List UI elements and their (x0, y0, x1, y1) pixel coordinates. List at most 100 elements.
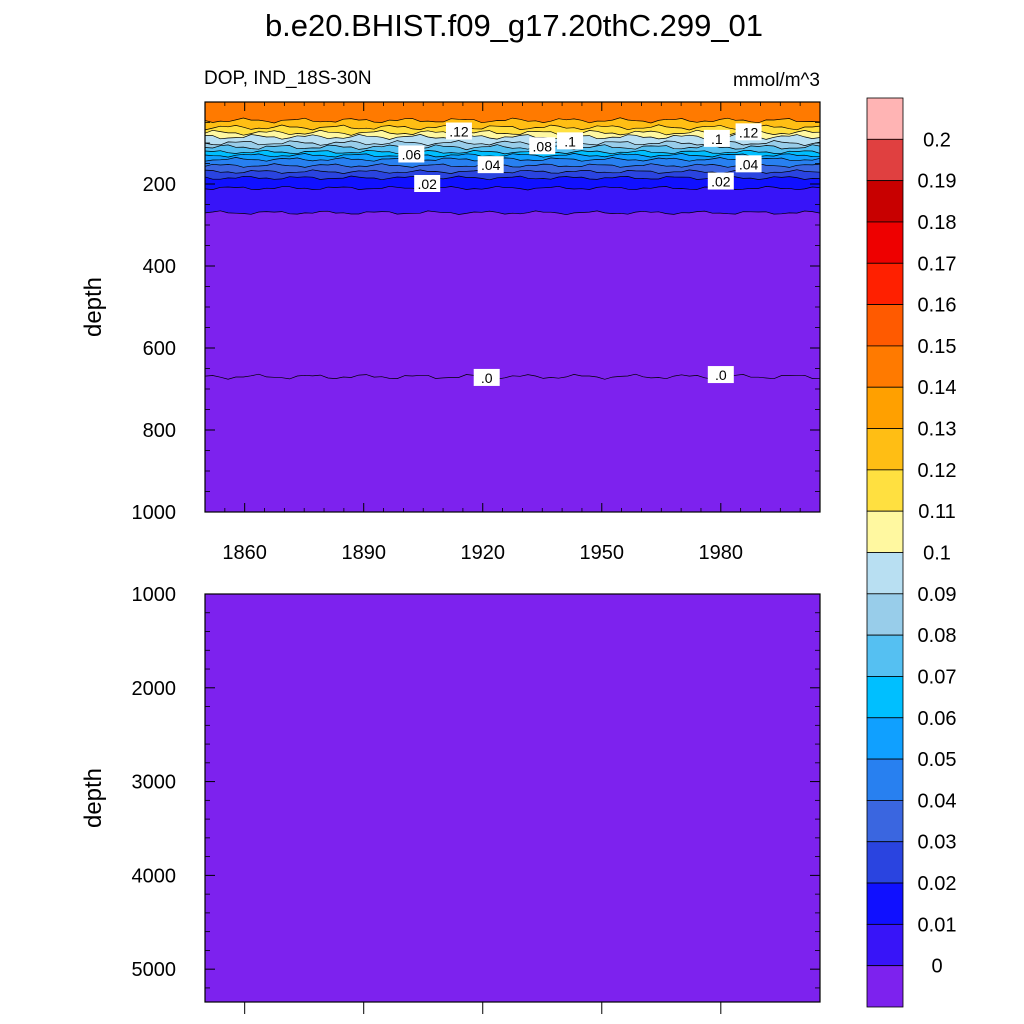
contour-label: .04 (739, 156, 759, 172)
colorbar-label: 0.05 (918, 749, 957, 771)
contour-line (205, 210, 820, 216)
colorbar-swatch (866, 138, 904, 182)
colorbar-label: 0.06 (918, 708, 957, 730)
colorbar-label: 0.14 (918, 377, 957, 399)
contour-line (205, 124, 820, 131)
y-tick-label: 3000 (132, 772, 177, 794)
lower-ticks: 1000 2000 3000 4000 5000 (132, 584, 820, 989)
colorbar-label: 0.17 (918, 253, 957, 275)
contour-line (205, 117, 820, 124)
contour-label: .1 (711, 131, 723, 147)
y-tick-label: 4000 (132, 865, 177, 887)
colorbar-swatch (866, 841, 904, 884)
colorbar-label: 0.1 (923, 543, 951, 565)
contour-layer-15 (205, 374, 820, 512)
upper-contour-labels: .12 .1 .08 .06 .04 .02 .12 .1 .04 .02 .0 .0 (398, 122, 762, 386)
colorbar-label: 0.2 (923, 129, 951, 151)
x-tick-label: 1980 (699, 542, 744, 564)
lower-plot-frame (204, 593, 821, 1003)
contour-line (205, 153, 820, 158)
colorbar-label: 0.19 (918, 171, 957, 193)
y-tick-label: 5000 (132, 959, 177, 981)
colorbar-swatch (866, 221, 904, 264)
upper-y-axis-label: depth (80, 277, 107, 337)
colorbar-swatch (866, 800, 904, 843)
colorbar-swatch (866, 97, 904, 140)
colorbar-label: 0.01 (918, 914, 957, 936)
figure-title: b.e20.BHIST.f09_g17.20thC.299_01 (265, 8, 763, 43)
colorbar-label: 0.07 (918, 666, 957, 688)
colorbar-swatch (866, 965, 904, 1008)
contour-label-box (703, 129, 730, 147)
lower-contour-fill (205, 594, 820, 1002)
contour-label-box (445, 122, 472, 140)
colorbar-label: 0.18 (918, 212, 957, 234)
contour-label-box (398, 145, 425, 163)
x-tick-label: 1950 (580, 542, 625, 564)
contour-line (205, 149, 820, 155)
contour-label-box (473, 368, 500, 386)
contour-label: .02 (417, 176, 437, 192)
contour-label: .1 (564, 133, 576, 149)
colorbar-swatch (866, 180, 904, 223)
contour-label-box (477, 156, 504, 174)
contour-label-box (735, 123, 762, 141)
contour-label: .12 (739, 124, 759, 140)
contour-label-box (707, 366, 734, 384)
contour-label-box (414, 175, 441, 192)
colorbar-label: 0.03 (918, 832, 957, 854)
x-tick-label: 1920 (460, 542, 505, 564)
colorbar-label: 0.04 (918, 790, 957, 812)
colorbar: 0.2 0.19 0.18 0.17 0.16 0.15 0.14 0.13 0.12 0.11 0… (866, 97, 957, 1008)
x-tick-label: 1860 (222, 542, 267, 564)
colorbar-swatch (866, 304, 904, 347)
colorbar-label: 0.02 (918, 873, 957, 895)
colorbar-swatch (866, 758, 904, 801)
contour-label-box (557, 132, 584, 150)
colorbar-swatch (866, 676, 904, 719)
lower-y-axis-label: depth (80, 768, 107, 828)
colorbar-swatch (866, 593, 904, 636)
colorbar-label: 0.15 (918, 336, 957, 358)
contour-label-box (707, 172, 734, 190)
colorbar-swatch (866, 923, 904, 967)
upper-ticks: 1860 1890 1920 1950 1980 200 400 600 800 1000 (132, 102, 820, 1014)
colorbar-swatch (866, 882, 904, 925)
y-tick-label: 1000 (132, 502, 177, 524)
variable-label: DOP, IND_18S-30N (204, 68, 372, 89)
colorbar-swatch (866, 345, 904, 388)
colorbar-swatch (866, 634, 904, 677)
upper-contour-fills (205, 102, 820, 512)
contour-label: .0 (481, 370, 493, 386)
x-tick-label: 1890 (341, 542, 386, 564)
colorbar-label: 0.13 (918, 419, 957, 441)
colorbar-label: 0.11 (918, 501, 955, 523)
contour-label-box (529, 137, 556, 155)
y-tick-label: 800 (143, 420, 176, 442)
y-tick-label: 200 (143, 174, 176, 196)
contour-label-box (735, 155, 762, 173)
contour-line (205, 157, 820, 162)
colorbar-swatch (866, 469, 904, 512)
y-tick-label: 600 (143, 338, 176, 360)
colorbar-swatch (866, 510, 904, 553)
y-tick-label: 1000 (132, 584, 177, 606)
contour-label: .12 (449, 124, 469, 140)
y-tick-label: 400 (143, 256, 176, 278)
contour-label: .02 (711, 174, 731, 190)
colorbar-label: 0.09 (918, 584, 957, 606)
units-label: mmol/m^3 (733, 70, 820, 91)
colorbar-label: 0.16 (918, 295, 957, 317)
contour-label: .04 (481, 157, 501, 173)
colorbar-swatch (866, 262, 904, 305)
upper-panel: .12 .1 .08 .06 .04 .02 .12 .1 .04 .02 .0 .0 1860 189… (80, 101, 821, 1014)
lower-panel: 1000 2000 3000 4000 5000 depth (80, 584, 821, 1003)
colorbar-swatch (866, 552, 904, 595)
contour-label: .08 (533, 138, 553, 154)
colorbar-label: 0.08 (918, 625, 957, 647)
colorbar-swatch (866, 717, 904, 760)
colorbar-label: 0.12 (918, 460, 957, 482)
colorbar-swatch (866, 428, 904, 471)
contour-line (205, 163, 820, 168)
